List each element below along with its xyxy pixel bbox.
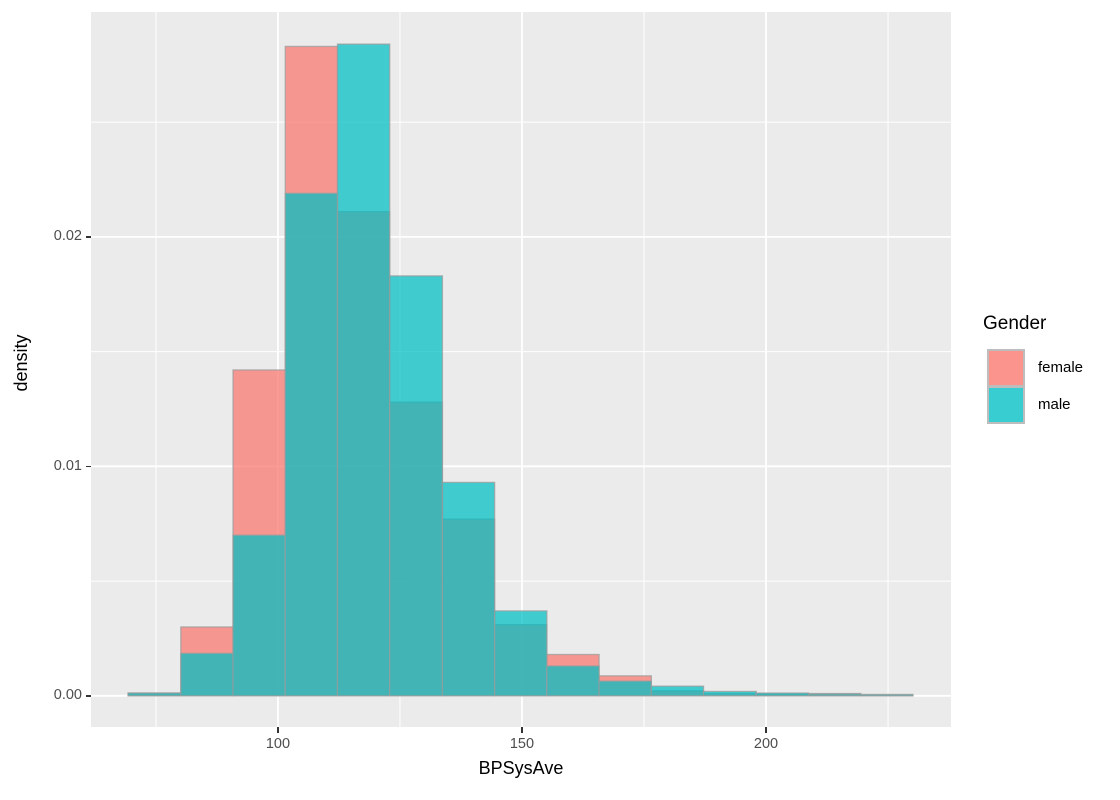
histogram-bar-male-bin-3 xyxy=(232,534,286,697)
histogram-bar-male-bin-4 xyxy=(284,192,339,697)
histogram-bar-male-bin-1 xyxy=(127,692,182,697)
histogram-bar-male-bin-12 xyxy=(702,690,757,697)
legend: Gender female male xyxy=(983,312,1083,424)
x-tick-label-150: 150 xyxy=(509,736,535,752)
y-tick-label-0.01: 0.01 xyxy=(53,457,82,474)
legend-item-male: male xyxy=(987,386,1083,424)
histogram-bar-male-bin-2 xyxy=(180,652,234,697)
legend-swatch-male xyxy=(987,386,1025,424)
x-tick-label-200: 200 xyxy=(753,736,779,752)
histogram-bar-male-bin-7 xyxy=(441,481,496,697)
histogram-bar-male-bin-14 xyxy=(807,693,862,697)
x-tick-mark-200 xyxy=(765,727,767,733)
y-tick-label-0.00: 0.00 xyxy=(53,687,82,704)
x-axis-title: BPSysAve xyxy=(478,758,564,778)
legend-item-female: female xyxy=(987,349,1083,387)
legend-title: Gender xyxy=(983,313,1047,334)
histogram-bar-male-bin-10 xyxy=(598,680,652,697)
histogram-bar-male-bin-9 xyxy=(546,665,600,697)
histogram-bar-male-bin-5 xyxy=(336,43,391,697)
y-tick-mark-0.01 xyxy=(85,465,91,468)
legend-label-male: male xyxy=(1038,396,1071,413)
histogram-plot xyxy=(91,12,951,727)
histogram-bar-male-bin-6 xyxy=(389,275,444,697)
legend-keys: female male xyxy=(987,349,1083,424)
x-tick-mark-100 xyxy=(277,727,279,733)
y-tick-mark-0.00 xyxy=(85,695,91,697)
y-axis-title: density xyxy=(11,334,31,392)
histogram-bar-male-bin-15 xyxy=(860,693,914,697)
x-tick-mark-150 xyxy=(521,727,523,733)
histogram-bar-male-bin-11 xyxy=(650,685,705,697)
y-tick-label-0.02: 0.02 xyxy=(53,228,82,245)
legend-label-female: female xyxy=(1038,359,1084,376)
plot-panel xyxy=(91,12,951,727)
histogram-bar-male-bin-13 xyxy=(755,692,810,697)
legend-swatch-female xyxy=(987,349,1025,387)
histogram-bar-male-bin-8 xyxy=(493,610,548,697)
x-tick-label-100: 100 xyxy=(265,736,291,752)
y-tick-mark-0.02 xyxy=(85,236,91,238)
